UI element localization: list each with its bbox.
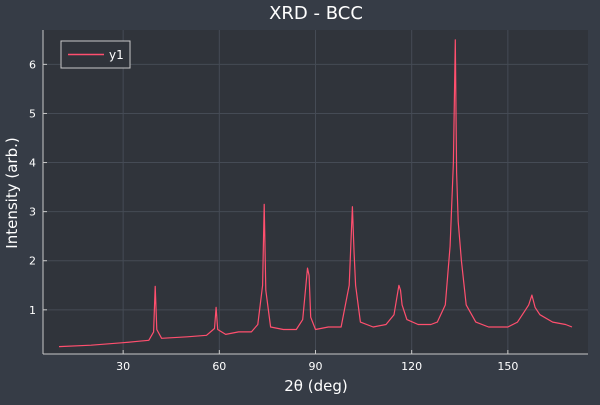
x-tick-label: 30 <box>116 360 130 373</box>
x-tick-label: 150 <box>497 360 518 373</box>
y-tick-label: 6 <box>29 58 36 71</box>
series-group <box>58 39 573 348</box>
x-tick-label: 90 <box>309 360 323 373</box>
y-tick-label: 1 <box>29 304 36 317</box>
legend-label: y1 <box>109 48 124 62</box>
x-tick-label: 120 <box>401 360 422 373</box>
x-tick-label: 60 <box>212 360 226 373</box>
y-tick-label: 2 <box>29 255 36 268</box>
chart-title: XRD - BCC <box>269 3 363 24</box>
y-tick-label: 3 <box>29 206 36 219</box>
grid <box>43 30 588 354</box>
x-axis-label: 2θ (deg) <box>284 377 347 395</box>
tick-labels: 30 60 90 120 150 1 2 3 4 5 6 <box>29 58 518 373</box>
y-axis-label: Intensity (arb.) <box>3 137 21 248</box>
series-line-y1 <box>58 39 573 348</box>
y-tick-label: 5 <box>29 107 36 120</box>
legend: y1 <box>60 40 131 69</box>
axes <box>42 30 588 355</box>
y-tick-label: 4 <box>29 157 36 170</box>
